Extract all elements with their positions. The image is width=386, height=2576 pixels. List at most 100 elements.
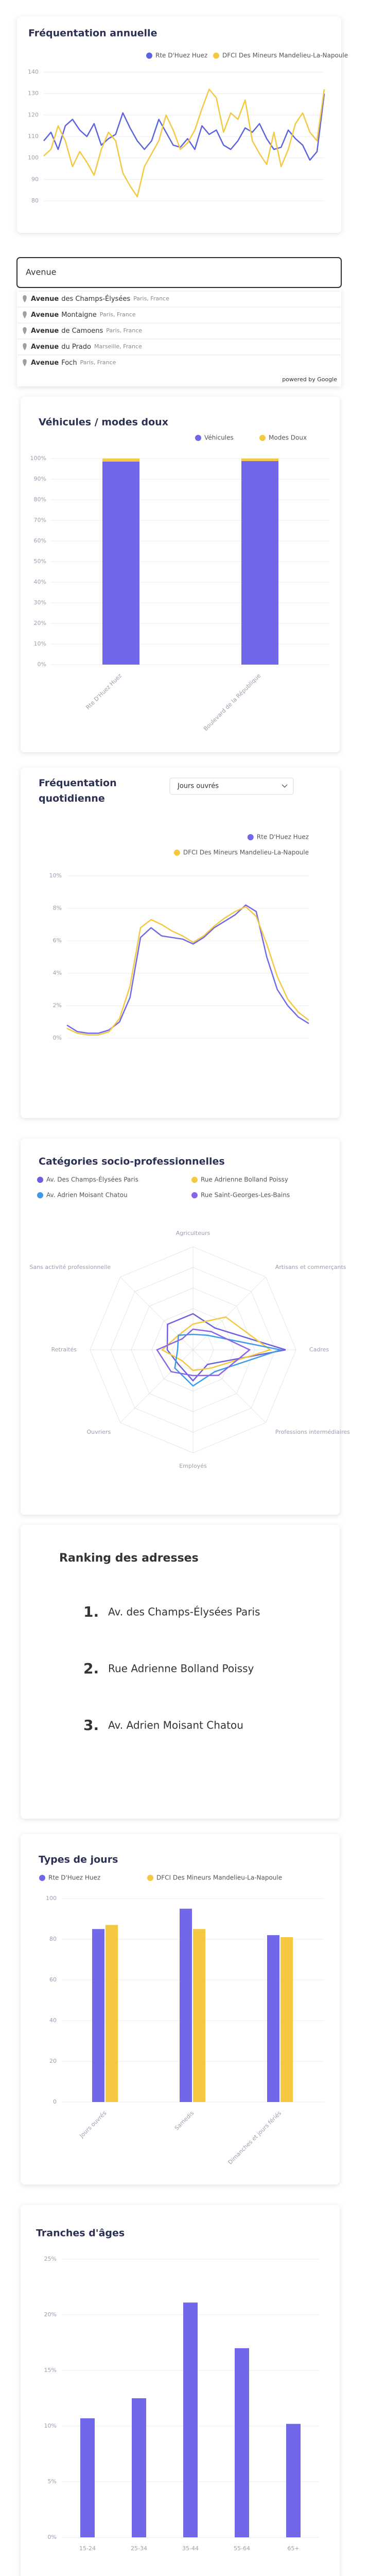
- y-tick-label: 8%: [53, 905, 62, 911]
- y-tick-label: 30%: [34, 599, 46, 606]
- axis-label: Employés: [179, 1463, 207, 1469]
- suggestion-secondary[interactable]: Paris, France: [106, 327, 142, 334]
- suggestion-match[interactable]: Avenue: [31, 343, 59, 351]
- y-tick-label: 40%: [34, 579, 46, 585]
- suggestion-text[interactable]: Avenue des Champs-Élysées Paris, France: [31, 295, 169, 303]
- legend-label: Modes Doux: [269, 434, 307, 442]
- suggestion-rest[interactable]: Foch: [61, 359, 77, 367]
- suggestion-rest[interactable]: des Champs-Élysées: [61, 295, 130, 303]
- suggestion-secondary[interactable]: Marseille, France: [94, 343, 142, 350]
- bar: [280, 1937, 293, 2102]
- search-query[interactable]: Avenue: [26, 267, 56, 277]
- card: [21, 768, 340, 1118]
- axis-label: Cadres: [309, 1346, 329, 1353]
- y-tick-label: 140: [28, 69, 39, 75]
- chart-title: Fréquentation annuelle: [28, 28, 157, 39]
- legend-marker: [195, 435, 201, 441]
- radar-series: [166, 1313, 286, 1382]
- select-value[interactable]: Jours ouvrés: [177, 783, 219, 790]
- bar: [193, 1929, 205, 2102]
- legend-marker: [213, 53, 219, 59]
- suggestion-text[interactable]: Avenue de Camoens Paris, France: [31, 327, 142, 335]
- chart-title: Fréquentation quotidienne: [39, 777, 117, 804]
- select-box[interactable]: [169, 777, 294, 795]
- chart-title: Tranches d'âges: [36, 2228, 125, 2239]
- y-tick-label: 130: [28, 90, 39, 97]
- x-tick-label: 35-44: [182, 2545, 199, 2552]
- y-tick-label: 5%: [48, 2478, 57, 2485]
- axis-label: Retraités: [51, 1346, 77, 1353]
- y-tick-label: 80: [31, 197, 39, 204]
- suggestion-text[interactable]: Avenue Foch Paris, France: [31, 359, 116, 367]
- legend-marker: [247, 834, 254, 840]
- legend-marker: [191, 1177, 198, 1183]
- suggestion[interactable]: Avenue du Prado Marseille, France: [17, 338, 341, 354]
- bar-segment: [102, 459, 139, 462]
- y-tick-label: 10%: [44, 2422, 57, 2429]
- y-tick-label: 25%: [44, 2256, 57, 2262]
- search-input[interactable]: [16, 257, 342, 288]
- suggestion[interactable]: Avenue de Camoens Paris, France: [17, 323, 341, 338]
- y-tick-label: 110: [28, 133, 39, 140]
- card: [21, 1139, 340, 1515]
- legend-label: Véhicules: [204, 434, 234, 442]
- x-tick-label: 65+: [287, 2545, 299, 2552]
- y-tick-label: 100: [28, 155, 39, 161]
- chart-title: Catégories socio-professionnelles: [39, 1156, 225, 1167]
- legend-marker: [173, 850, 180, 856]
- radar-series: [156, 1328, 251, 1377]
- y-tick-label: 50%: [34, 558, 46, 565]
- axis-label: Agriculteurs: [176, 1230, 210, 1236]
- ranking-title: Ranking des adresses: [59, 1552, 199, 1565]
- line-series: [43, 89, 325, 197]
- bar: [235, 2348, 249, 2537]
- pin-icon: [23, 327, 27, 334]
- radar-axis: [192, 1349, 266, 1423]
- bar: [183, 2302, 198, 2537]
- suggestion-match[interactable]: Avenue: [31, 295, 59, 303]
- y-tick-label: 90%: [34, 476, 46, 482]
- bar: [132, 2398, 146, 2537]
- axis-label: Professions intermédiaires: [275, 1429, 350, 1435]
- y-tick-label: 20: [49, 2058, 57, 2064]
- suggestion[interactable]: Avenue des Champs-Élysées Paris, France: [17, 291, 341, 307]
- suggestion[interactable]: Avenue Montaigne Paris, France: [17, 307, 341, 323]
- suggestion-match[interactable]: Avenue: [31, 327, 59, 335]
- bar: [80, 2418, 95, 2537]
- y-tick-label: 4%: [53, 970, 62, 976]
- suggestion-match[interactable]: Avenue: [31, 311, 59, 319]
- chevron: [282, 784, 288, 788]
- suggestion-rest[interactable]: de Camoens: [61, 327, 103, 335]
- suggestion-secondary[interactable]: Paris, France: [133, 295, 169, 302]
- y-tick-label: 20%: [34, 620, 46, 626]
- filter-select[interactable]: Jours ouvrés: [169, 777, 294, 795]
- suggestion-rest[interactable]: du Prado: [61, 343, 91, 351]
- legend-label: DFCI Des Mineurs Mandelieu-La-Napoule: [222, 52, 348, 59]
- legend-marker: [191, 1192, 198, 1198]
- suggestion-text[interactable]: Avenue Montaigne Paris, France: [31, 311, 136, 319]
- legend-label: Rte D'Huez Huez: [257, 834, 309, 841]
- suggestion-match[interactable]: Avenue: [31, 359, 59, 367]
- rank-name: Av. des Champs-Élysées Paris: [108, 1606, 260, 1618]
- y-tick-label: 0%: [48, 2534, 57, 2540]
- radar-axis: [120, 1349, 194, 1423]
- suggestion-text[interactable]: Avenue du Prado Marseille, France: [31, 343, 142, 351]
- x-tick-label: 55-64: [234, 2545, 250, 2552]
- suggestion-secondary[interactable]: Paris, France: [100, 311, 136, 318]
- suggestion[interactable]: Avenue Foch Paris, France: [17, 354, 341, 370]
- y-tick-label: 90: [31, 176, 39, 182]
- y-tick-label: 60%: [34, 537, 46, 544]
- y-tick-label: 0%: [53, 1035, 62, 1041]
- chart-title: Véhicules / modes doux: [39, 417, 168, 428]
- line-series: [66, 906, 309, 1036]
- legend-marker: [259, 435, 266, 441]
- suggestion-secondary[interactable]: Paris, France: [80, 359, 116, 366]
- rank-name: Av. Adrien Moisant Chatou: [108, 1719, 243, 1732]
- legend-label: Rue Adrienne Bolland Poissy: [201, 1176, 288, 1183]
- x-tick-label: 15-24: [79, 2545, 96, 2552]
- y-tick-label: 70%: [34, 517, 46, 523]
- suggestion-rest[interactable]: Montaigne: [61, 311, 97, 319]
- pin-icon: [23, 295, 27, 302]
